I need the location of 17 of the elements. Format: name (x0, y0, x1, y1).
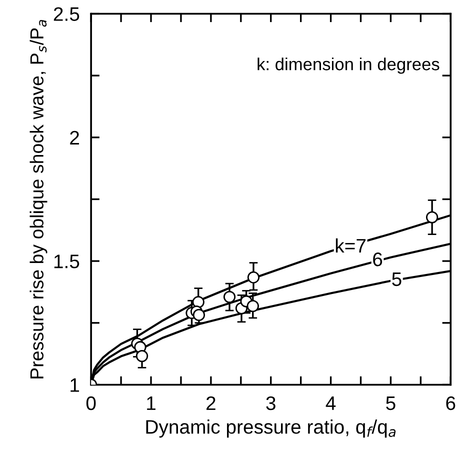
x-tick-label: 5 (386, 396, 396, 410)
y-tick-label: 2.5 (54, 7, 80, 21)
annotation: 6 (373, 252, 382, 266)
x-tick-label: 0 (86, 396, 96, 410)
y-tick-label: 2 (70, 130, 79, 144)
annotation: k=7 (336, 238, 366, 252)
x-tick-label: 2 (206, 396, 216, 410)
y-tick-label: 1 (70, 378, 80, 392)
annotation: 5 (392, 272, 402, 286)
x-tick-label: 4 (326, 396, 336, 410)
y-axis-title: Pressure rise by oblique shock wave, P$_{s}$/P$_{a}$ (30, 20, 48, 378)
x-tick-label: 3 (266, 396, 276, 410)
annotation: k: dimension in degrees (258, 58, 440, 74)
y-tick-label: 1.5 (54, 254, 80, 268)
x-axis-title: Dynamic pressure ratio, q$_{f}$/q$_{a}$ (146, 420, 396, 438)
x-tick-label: 6 (446, 396, 456, 410)
x-tick-label: 1 (147, 396, 156, 410)
